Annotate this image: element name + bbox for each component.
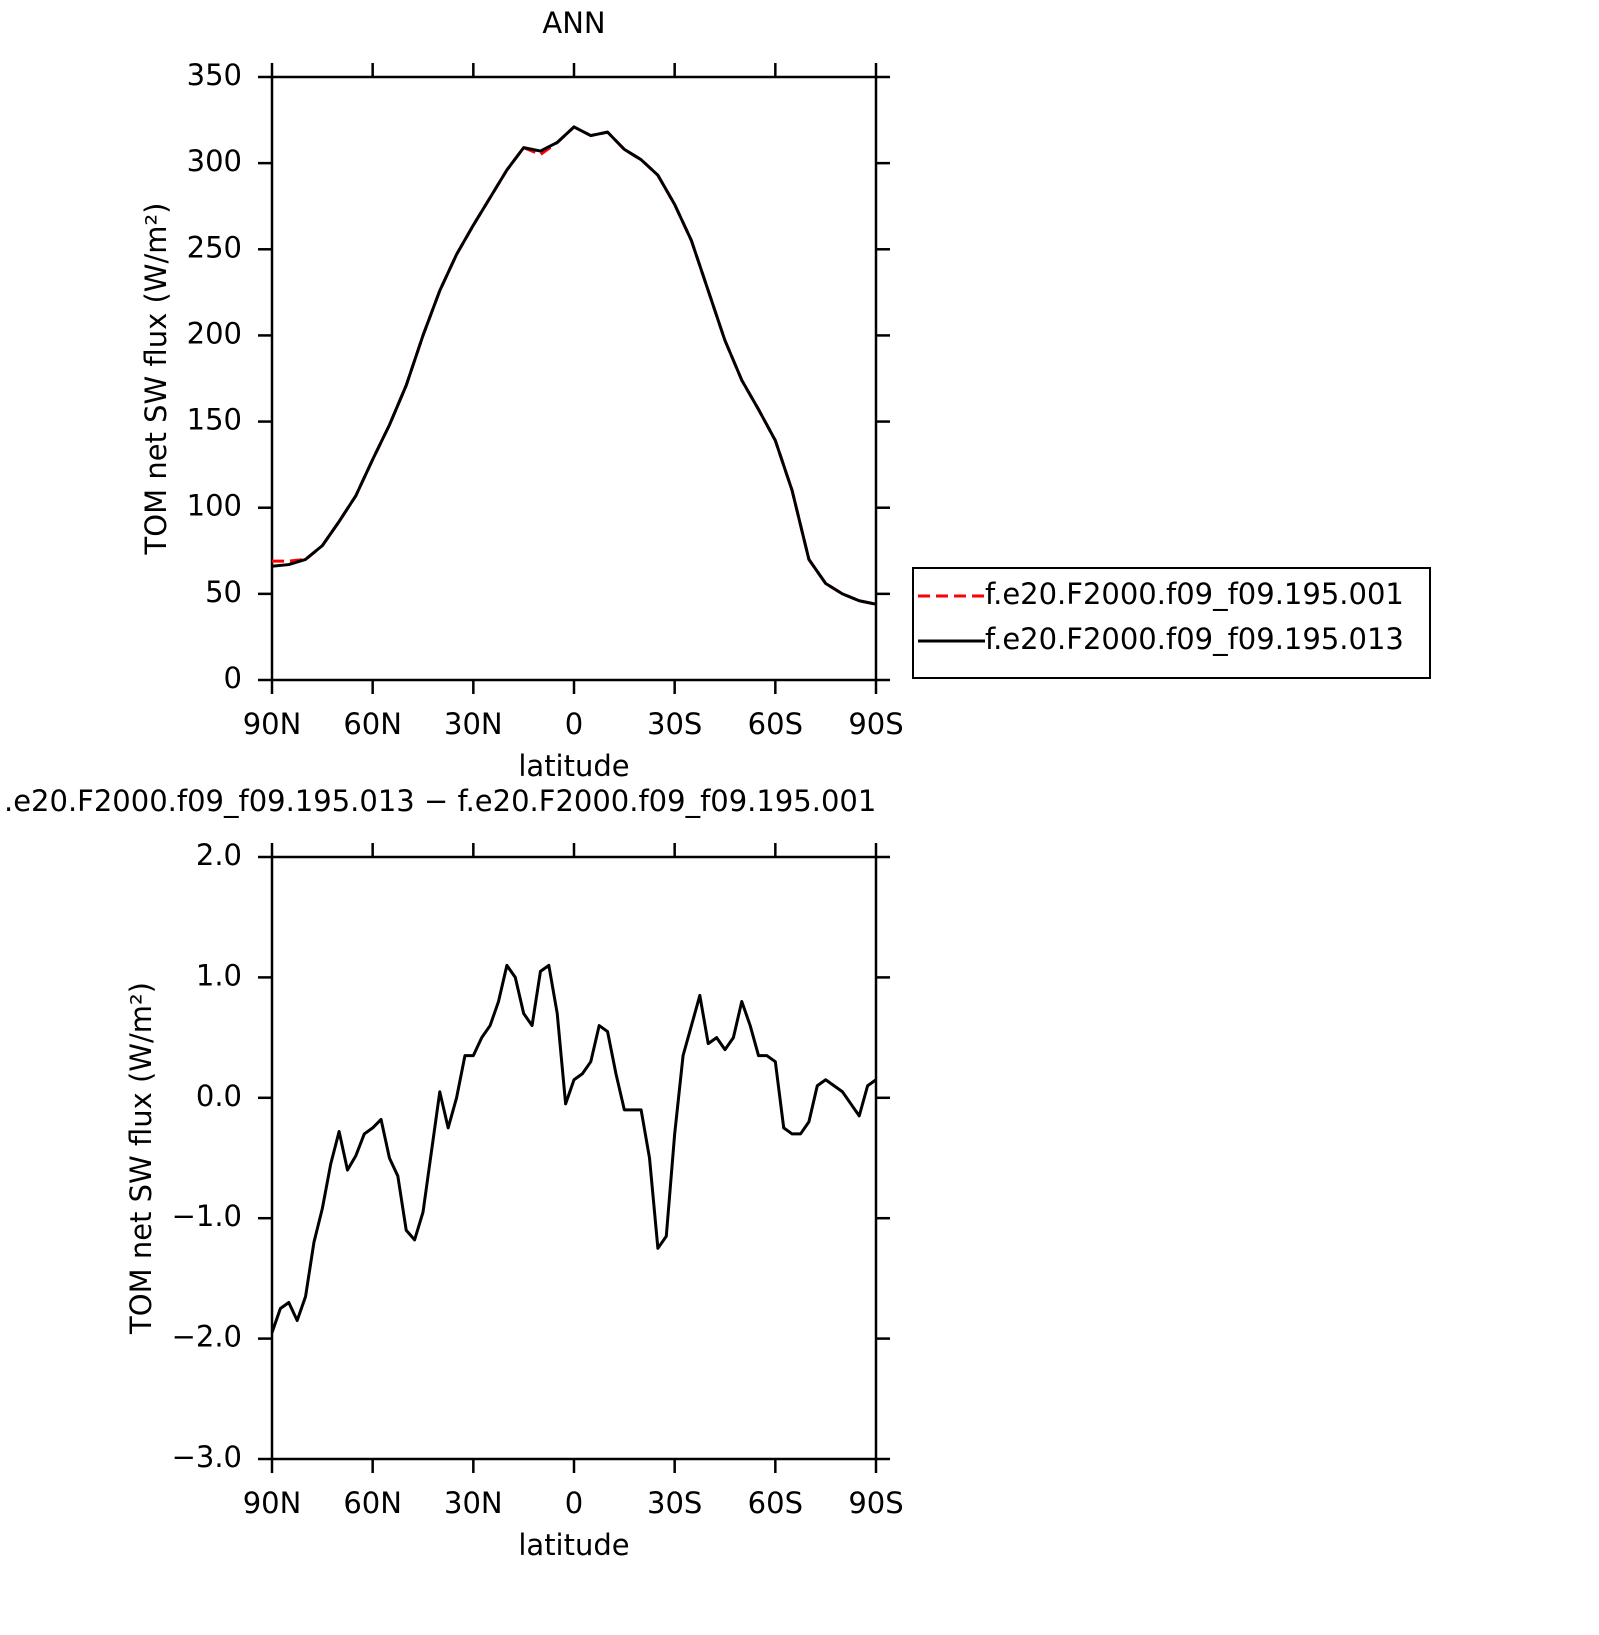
- y-axis-label: TOM net SW flux (W/m²): [124, 982, 158, 1335]
- y-tick-label: −2.0: [172, 1320, 242, 1354]
- data-line: [270, 963, 877, 1334]
- x-tick-label: 90S: [848, 1486, 903, 1520]
- y-tick-label: 100: [187, 489, 242, 523]
- y-tick-label: 2.0: [196, 838, 242, 872]
- x-tick-label: 30S: [647, 1486, 702, 1520]
- x-tick-label: 60N: [343, 707, 402, 741]
- y-tick-label: 250: [187, 230, 242, 264]
- plot-frame: [270, 75, 878, 682]
- x-tick-label: 30S: [647, 707, 702, 741]
- y-tick-label: −3.0: [172, 1440, 242, 1474]
- x-tick-label: 60S: [748, 707, 803, 741]
- y-tick-label: 1.0: [196, 958, 242, 992]
- y-tick-label: 350: [187, 58, 242, 92]
- y-tick-label: 200: [187, 316, 242, 350]
- data-line: [272, 125, 877, 606]
- x-tick-label: 30N: [444, 707, 503, 741]
- chart-title: ANN: [542, 6, 605, 40]
- x-tick-label: 0: [565, 1486, 583, 1520]
- x-tick-label: 30N: [444, 1486, 503, 1520]
- x-tick-label: 60S: [748, 1486, 803, 1520]
- x-tick-label: 60N: [343, 1486, 402, 1520]
- x-axis-label: latitude: [518, 1528, 629, 1562]
- x-tick-label: 90N: [243, 707, 302, 741]
- data-line: [271, 125, 877, 606]
- legend-label: f.e20.F2000.f09_f09.195.013: [985, 622, 1404, 656]
- x-tick-label: 90S: [848, 707, 903, 741]
- y-tick-label: 0: [224, 661, 242, 695]
- x-tick-label: 90N: [243, 1486, 302, 1520]
- y-tick-label: 0.0: [196, 1079, 242, 1113]
- y-tick-label: 50: [205, 575, 242, 609]
- x-axis-label: latitude: [518, 749, 629, 783]
- y-tick-label: −1.0: [172, 1199, 242, 1233]
- legend-box: [912, 567, 1431, 679]
- y-tick-label: 300: [187, 144, 242, 178]
- y-tick-label: 150: [187, 403, 242, 437]
- chart-title: .e20.F2000.f09_f09.195.013 − f.e20.F2000…: [4, 784, 876, 818]
- x-tick-label: 0: [565, 707, 583, 741]
- legend-label: f.e20.F2000.f09_f09.195.001: [985, 577, 1404, 611]
- y-axis-label: TOM net SW flux (W/m²): [139, 203, 173, 556]
- plot-frame: [270, 855, 878, 1461]
